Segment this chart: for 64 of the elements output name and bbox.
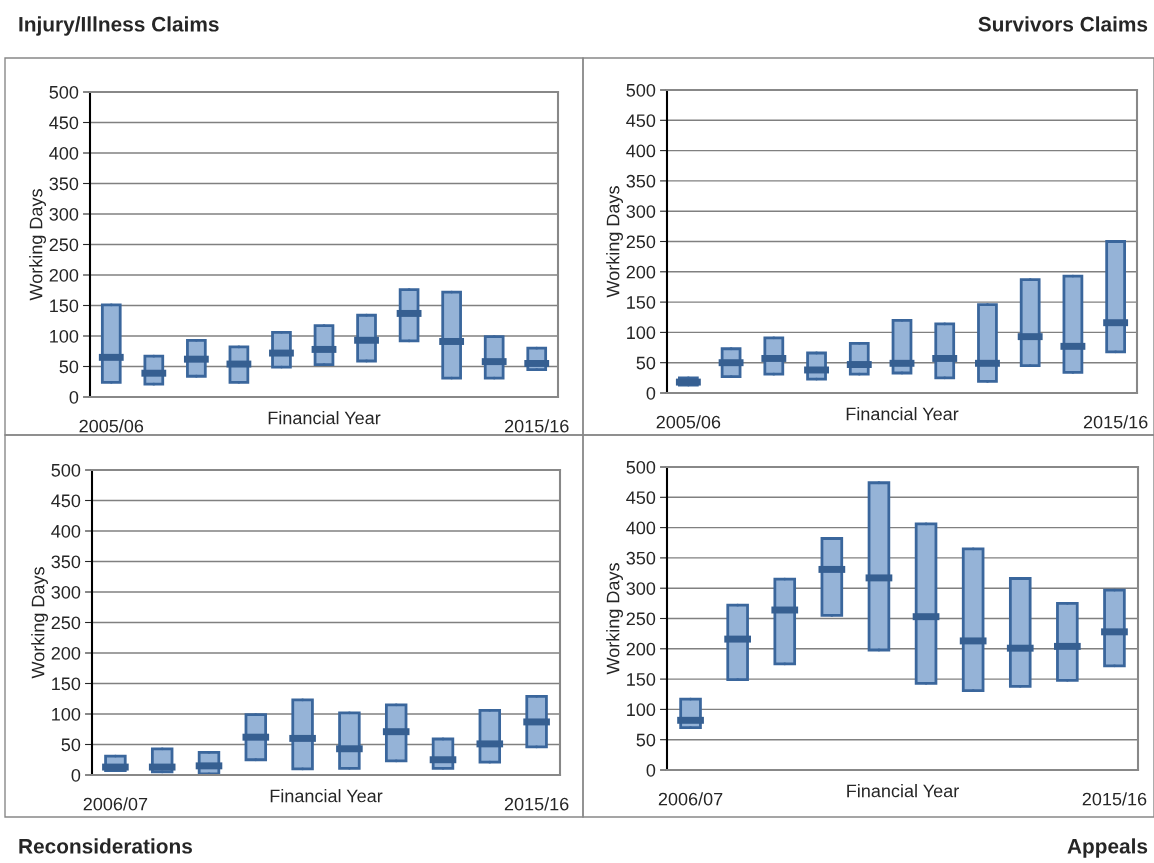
y-tick-label: 200 — [51, 646, 81, 660]
y-tick-label: 50 — [636, 356, 656, 370]
chart-title: Injury/Illness Claims — [19, 16, 219, 36]
y-tick-label: 400 — [626, 144, 656, 158]
x-axis-title: Financial Year — [270, 789, 383, 803]
x-axis-title: Financial Year — [268, 411, 381, 425]
y-tick-label: 450 — [626, 114, 656, 128]
y-tick-label: 200 — [626, 265, 656, 279]
y-tick-label: 500 — [51, 463, 81, 477]
y-tick-label: 50 — [59, 360, 79, 374]
x-tick-label: 2015/16 — [1082, 792, 1147, 806]
x-tick-label: 2005/06 — [79, 419, 144, 433]
y-tick-label: 200 — [49, 268, 79, 282]
y-axis-title: Working Days — [29, 189, 46, 301]
y-tick-label: 300 — [626, 205, 656, 218]
text: Appeals — [1067, 838, 1148, 858]
y-tick-label: 150 — [627, 673, 656, 686]
y-axis-title: Working Days — [606, 563, 623, 675]
y-tick-label: 0 — [69, 390, 79, 404]
y-tick-label: 250 — [51, 616, 81, 630]
y-tick-label: 250 — [626, 235, 656, 249]
y-tick-label: 450 — [626, 491, 656, 505]
chart-title: Survivors Claims — [978, 16, 1148, 32]
y-tick-label: 250 — [49, 238, 79, 252]
y-tick-label: 300 — [49, 207, 79, 221]
y-axis-title: Working Days — [31, 567, 48, 679]
y-tick-label: 150 — [52, 677, 81, 691]
y-tick-label: 100 — [50, 329, 79, 343]
y-tick-label: 400 — [51, 524, 81, 538]
x-tick-label: 2015/16 — [1083, 415, 1148, 429]
y-tick-label: 500 — [626, 460, 656, 474]
y-tick-label: 500 — [49, 85, 79, 99]
y-tick-label: 350 — [49, 177, 79, 191]
x-tick-label: 2006/07 — [83, 797, 148, 811]
y-tick-label: 50 — [636, 733, 656, 747]
y-tick-label: 100 — [627, 703, 656, 717]
y-tick-label: 200 — [626, 642, 656, 656]
text: Reconsiderations — [19, 838, 192, 854]
x-axis-title: Financial Year — [846, 407, 959, 421]
y-tick-label: 0 — [646, 386, 656, 400]
y-tick-label: 50 — [61, 738, 81, 752]
y-tick-label: 500 — [626, 83, 656, 97]
y-tick-label: 450 — [51, 494, 81, 508]
x-tick-label: 2005/06 — [656, 415, 721, 429]
y-tick-label: 0 — [71, 768, 81, 782]
y-tick-label: 350 — [626, 174, 656, 188]
y-tick-label: 400 — [49, 146, 79, 160]
x-axis-title: Financial Year — [847, 784, 959, 798]
y-tick-label: 450 — [49, 116, 79, 130]
y-tick-label: 0 — [646, 763, 656, 777]
y-tick-label: 100 — [52, 707, 81, 721]
y-tick-label: 350 — [51, 555, 81, 569]
y-tick-label: 300 — [626, 582, 656, 595]
x-tick-label: 2006/07 — [658, 792, 723, 806]
y-tick-label: 400 — [626, 521, 656, 535]
x-tick-label: 2015/16 — [505, 419, 569, 433]
y-tick-label: 100 — [627, 326, 656, 340]
y-tick-label: 150 — [627, 296, 656, 309]
x-tick-label: 2015/16 — [504, 797, 569, 811]
y-tick-label: 250 — [626, 612, 656, 626]
y-tick-label: 300 — [51, 585, 81, 599]
y-tick-label: 350 — [626, 551, 656, 565]
y-axis-title: Working Days — [606, 186, 623, 298]
y-tick-label: 150 — [50, 299, 79, 313]
